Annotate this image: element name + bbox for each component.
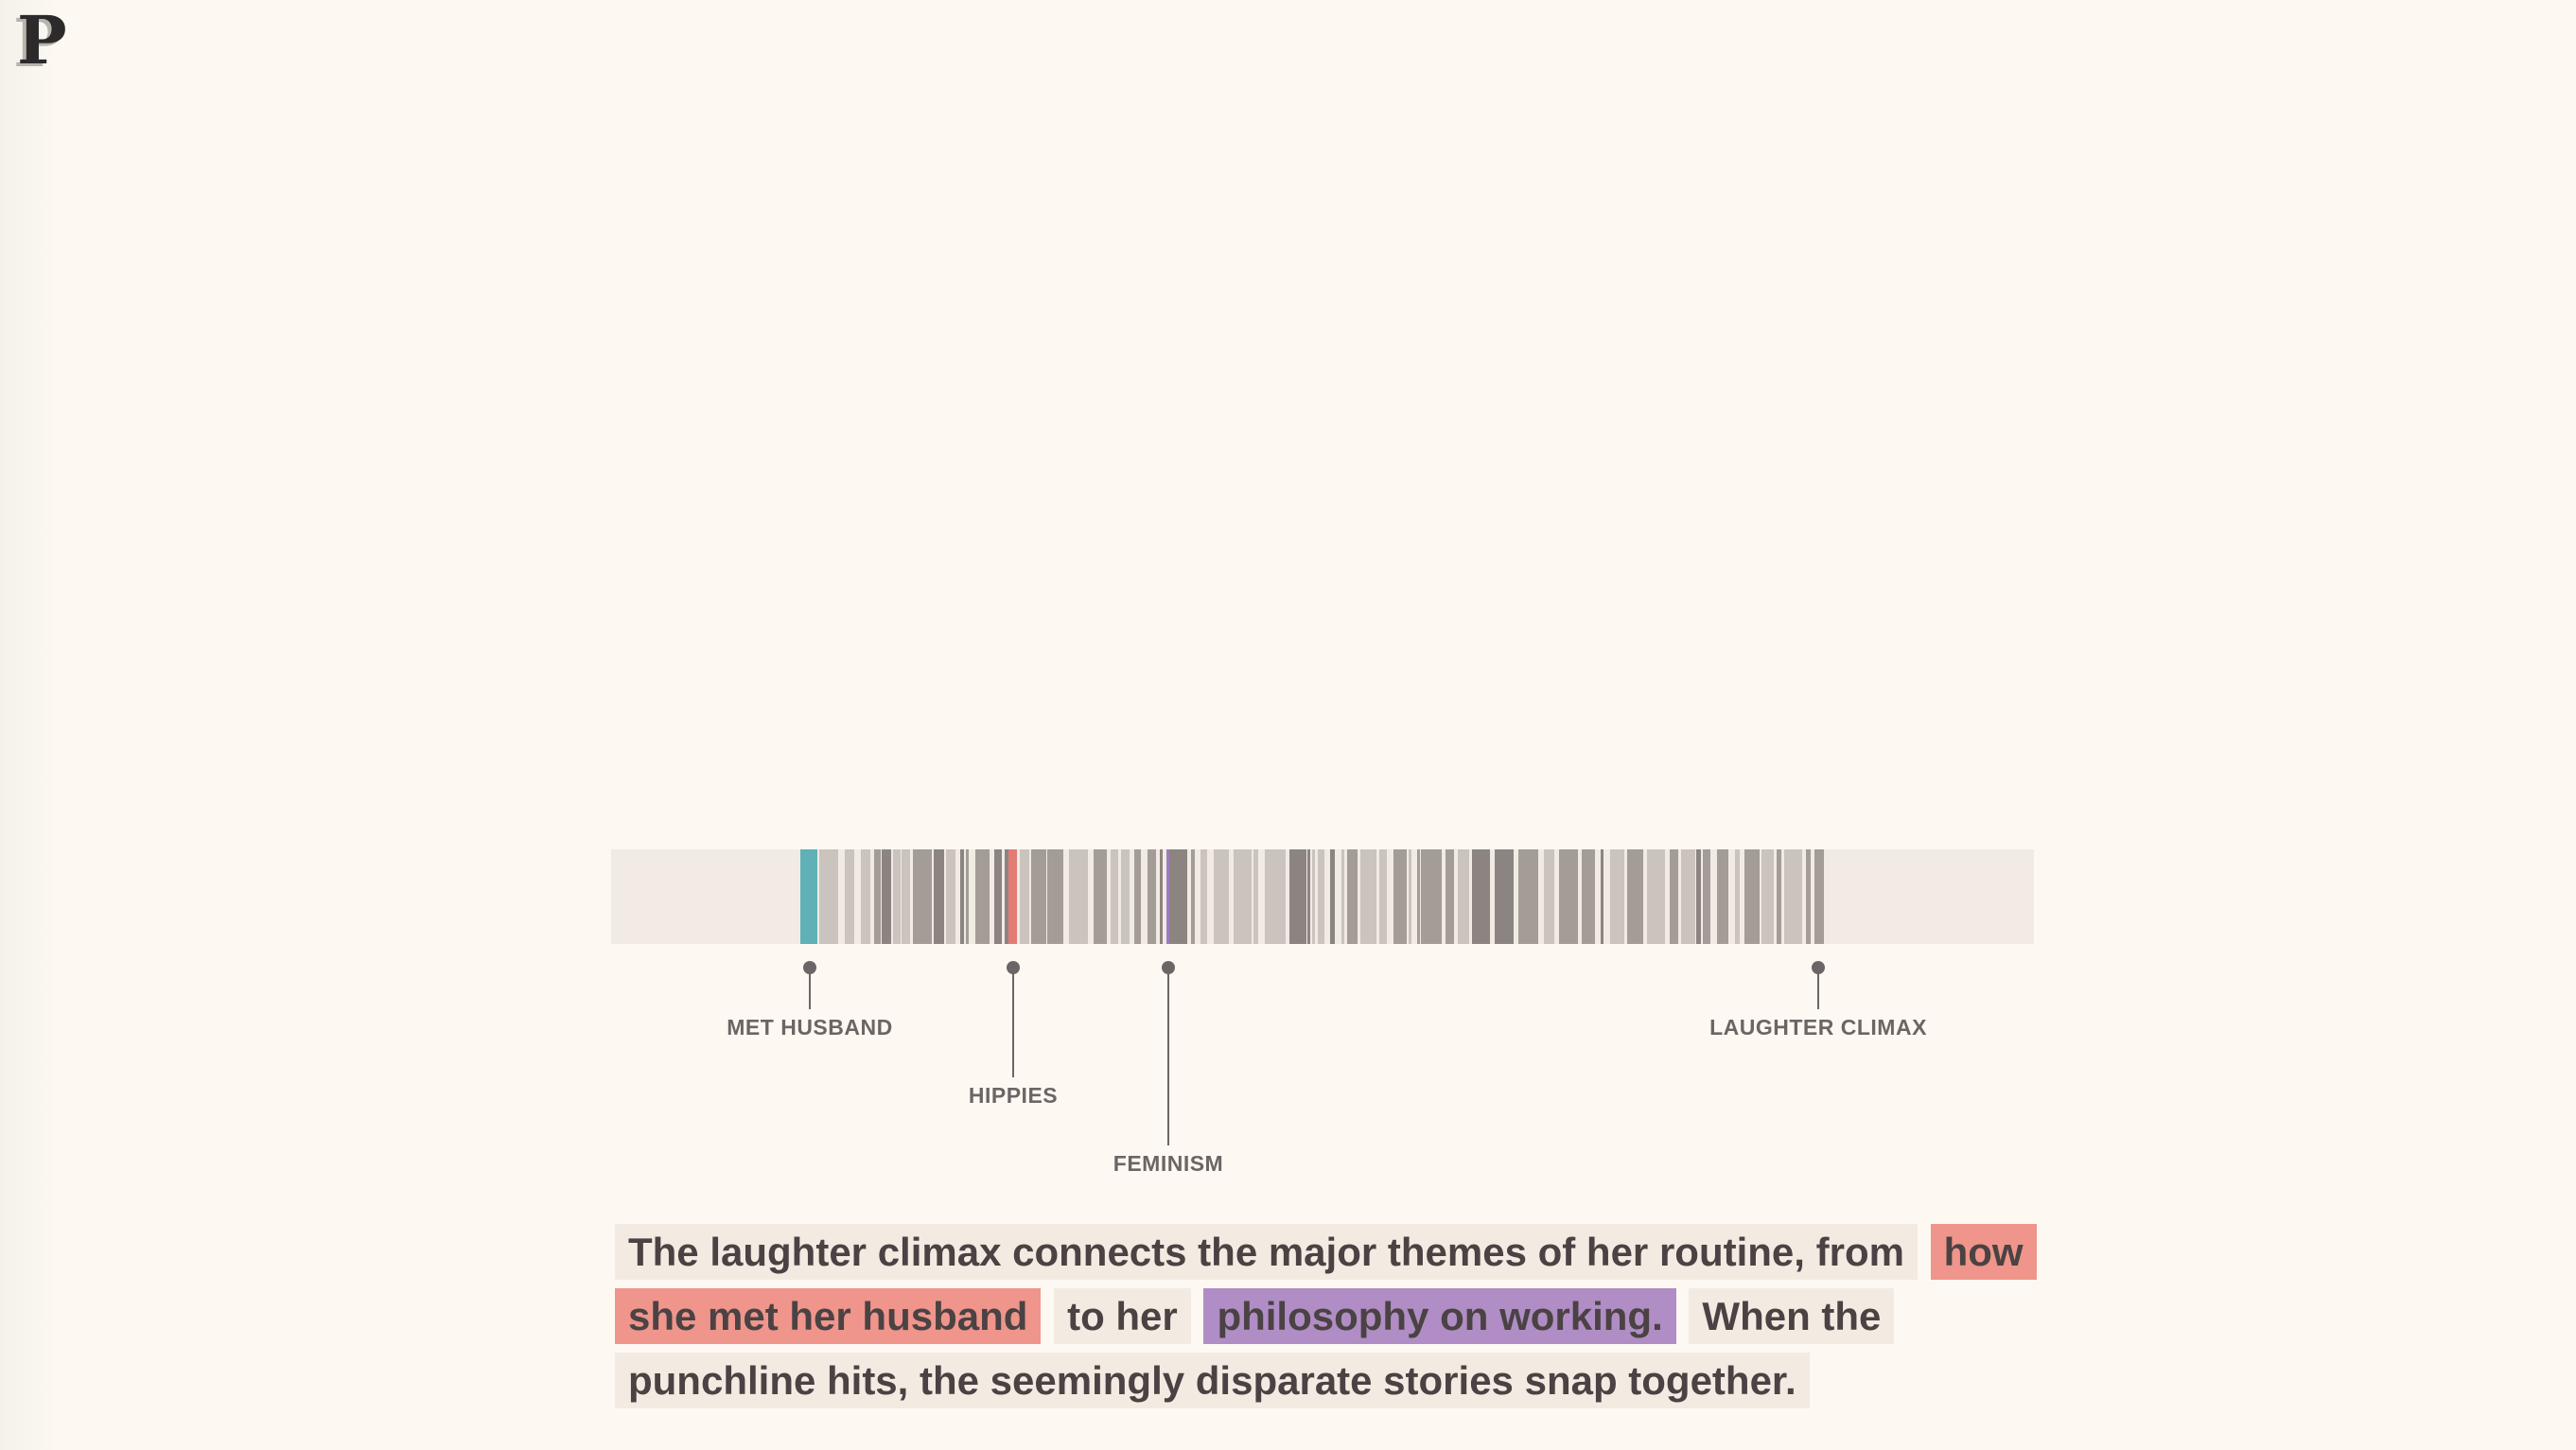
- laughter-bar: [1307, 849, 1310, 944]
- laughter-bar: [1393, 849, 1407, 944]
- laughter-bar: [946, 849, 955, 944]
- laughter-bar: [1696, 849, 1701, 944]
- theme-bar-feminism: [1166, 849, 1169, 944]
- laughter-bar: [1681, 849, 1695, 944]
- laughter-bar: [1784, 849, 1802, 944]
- laughter-bar: [1289, 849, 1306, 944]
- timeline-bars: [611, 849, 2034, 944]
- laughter-bar: [1417, 849, 1420, 944]
- laughter-bar: [902, 849, 910, 944]
- laughter-bar: [1330, 849, 1335, 944]
- laughter-bar: [1191, 849, 1195, 944]
- laughter-bar: [1134, 849, 1141, 944]
- laughter-bar: [934, 849, 944, 944]
- laughter-bar: [1814, 849, 1824, 944]
- laughter-bar: [1069, 849, 1088, 944]
- laughter-bar: [1253, 849, 1258, 944]
- laughter-bar: [1200, 849, 1207, 944]
- laughter-bar: [819, 849, 838, 944]
- marker-label-feminism: FEMINISM: [1113, 1151, 1224, 1176]
- laughter-bar: [1717, 849, 1728, 944]
- laughter-bar: [1495, 849, 1514, 944]
- laughter-bar: [1627, 849, 1643, 944]
- laughter-bar: [1020, 849, 1029, 944]
- caption-text: The laughter climax connects the major t…: [615, 1220, 2053, 1413]
- laughter-bar: [1169, 849, 1187, 944]
- marker-label-met-husband: MET HUSBAND: [727, 1015, 893, 1039]
- laughter-bar: [1735, 849, 1740, 944]
- laughter-bar: [882, 849, 891, 944]
- laughter-bar: [1094, 849, 1107, 944]
- laughter-bar: [1421, 849, 1442, 944]
- laughter-bar: [1806, 849, 1811, 944]
- laughter-bar: [1409, 849, 1411, 944]
- laughter-bar: [994, 849, 1002, 944]
- laughter-bar: [1214, 849, 1229, 944]
- laughter-bar: [1777, 849, 1781, 944]
- marker-feminism: [1162, 961, 1175, 1145]
- laughter-bar: [861, 849, 870, 944]
- marker-label-hippies: HIPPIES: [968, 1083, 1059, 1108]
- laughter-bar: [874, 849, 881, 944]
- laughter-bar: [893, 849, 901, 944]
- caption-segment-connector: to her: [1054, 1288, 1191, 1344]
- laughter-bar: [1111, 849, 1118, 944]
- laughter-bar: [1670, 849, 1678, 944]
- caption-segment-intro: The laughter climax connects the major t…: [615, 1224, 1918, 1280]
- laughter-bar: [1318, 849, 1324, 944]
- caption-highlight-working: philosophy on working.: [1203, 1288, 1676, 1344]
- laughter-bar: [975, 849, 990, 944]
- marker-laughter-climax: [1812, 961, 1825, 1009]
- laughter-bar: [913, 849, 932, 944]
- laughter-bar: [1544, 849, 1554, 944]
- marker-dot: [1162, 961, 1175, 974]
- laughter-bar: [1265, 849, 1286, 944]
- marker-label-laughter-climax: LAUGHTER CLIMAX: [1709, 1015, 1927, 1039]
- laughter-bar: [1341, 849, 1344, 944]
- laughter-bar: [1703, 849, 1710, 944]
- laughter-bar: [1446, 849, 1454, 944]
- laughter-bar: [1148, 849, 1156, 944]
- marker-dot: [1007, 961, 1020, 974]
- left-edge-shade: [0, 0, 57, 1450]
- laughter-bar: [845, 849, 854, 944]
- laughter-bar: [1312, 849, 1315, 944]
- marker-dot: [803, 961, 816, 974]
- publication-logo[interactable]: P: [17, 1, 67, 79]
- laughter-bar: [1472, 849, 1490, 944]
- laughter-bar: [1121, 849, 1130, 944]
- laughter-bar: [1347, 849, 1358, 944]
- laughter-bar: [1234, 849, 1252, 944]
- laughter-bar: [1160, 849, 1163, 944]
- laughter-bar: [1559, 849, 1578, 944]
- laughter-bar: [966, 849, 969, 944]
- laughter-timeline: [611, 849, 2034, 944]
- laughter-bar: [1031, 849, 1046, 944]
- laughter-bar: [1761, 849, 1774, 944]
- laughter-bar: [1582, 849, 1595, 944]
- marker-dot: [1812, 961, 1825, 974]
- marker-hippies: [1007, 961, 1020, 1077]
- laughter-bar: [1379, 849, 1387, 944]
- laughter-bar: [1360, 849, 1376, 944]
- theme-bar-met-husband: [800, 849, 817, 944]
- laughter-bar: [1601, 849, 1603, 944]
- marker-met-husband: [803, 961, 816, 1009]
- laughter-bar: [960, 849, 964, 944]
- theme-bar-hippies: [1008, 849, 1017, 944]
- laughter-bar: [1047, 849, 1063, 944]
- laughter-bar: [1744, 849, 1760, 944]
- laughter-bar: [1647, 849, 1665, 944]
- laughter-bar: [1458, 849, 1469, 944]
- laughter-bar: [1610, 849, 1624, 944]
- laughter-bar: [1518, 849, 1538, 944]
